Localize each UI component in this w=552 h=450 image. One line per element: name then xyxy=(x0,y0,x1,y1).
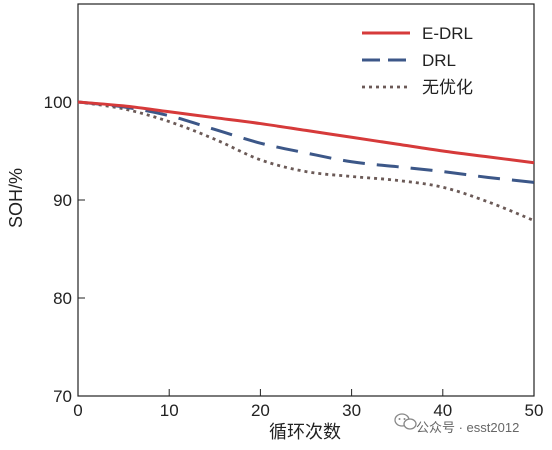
x-tick-label: 30 xyxy=(342,401,361,420)
watermark-text: 公众号 · esst2012 xyxy=(416,420,519,435)
series-line-2 xyxy=(77,100,535,184)
legend-label-3: 无优化 xyxy=(422,78,473,97)
x-tick-label: 10 xyxy=(160,401,179,420)
x-tick-label: 50 xyxy=(525,401,544,420)
series-line-1 xyxy=(77,100,535,165)
y-tick-label: 100 xyxy=(44,93,72,112)
x-tick-label: 0 xyxy=(73,401,82,420)
y-tick-label: 90 xyxy=(53,191,72,210)
x-tick-label: 20 xyxy=(251,401,270,420)
y-tick-label: 80 xyxy=(53,289,72,308)
plot-frame xyxy=(77,3,535,397)
series-line-3 xyxy=(77,100,535,222)
x-axis-title: 循环次数 xyxy=(269,422,341,442)
x-tick-label: 40 xyxy=(433,401,452,420)
wechat-icon xyxy=(394,413,417,430)
legend-label-1: E-DRL xyxy=(422,24,473,43)
watermark: 公众号 · esst2012 xyxy=(394,413,519,435)
y-axis-title: SOH/% xyxy=(6,168,26,228)
legend-label-2: DRL xyxy=(422,51,456,70)
y-tick-label: 70 xyxy=(53,387,72,406)
